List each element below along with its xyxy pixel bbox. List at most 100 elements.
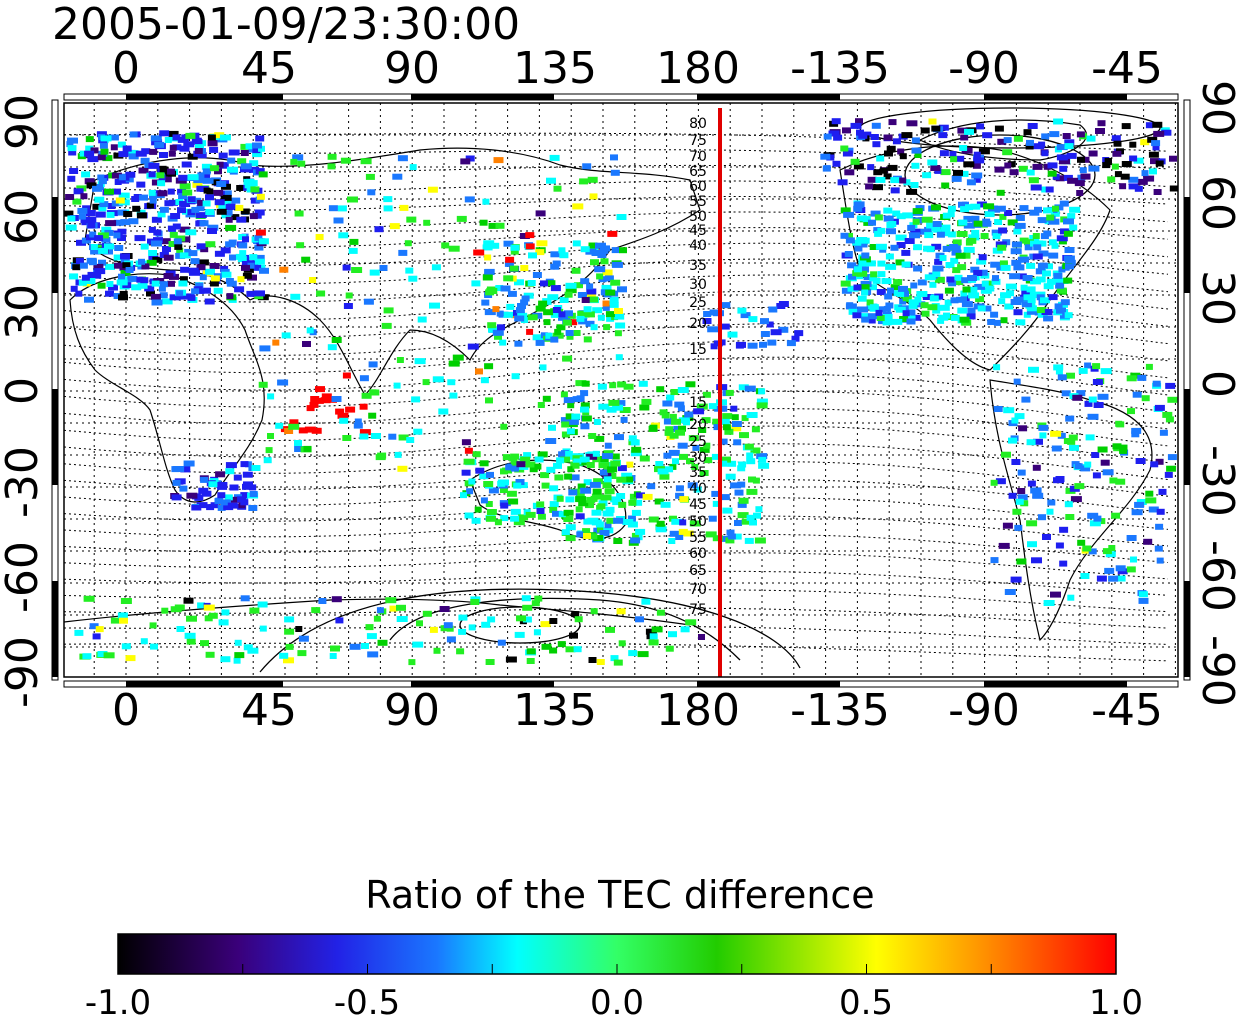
tec-pixel	[870, 210, 881, 217]
tec-pixel	[315, 234, 324, 240]
tec-pixel	[114, 262, 124, 269]
tec-pixel	[385, 597, 397, 604]
tec-pixel	[482, 274, 493, 281]
tec-pixel	[693, 408, 705, 415]
tec-pixel	[866, 299, 874, 306]
tec-pixel	[856, 215, 867, 222]
tec-pixel	[924, 226, 933, 233]
tec-pixel	[373, 615, 381, 622]
tec-pixel	[693, 486, 702, 493]
tec-pixel	[296, 242, 305, 249]
tec-pixel	[209, 280, 219, 287]
tec-pixel	[303, 445, 312, 452]
tec-pixel	[1153, 130, 1165, 137]
tec-pixel	[1064, 501, 1073, 508]
tec-pixel	[1097, 120, 1106, 127]
tec-pixel	[320, 397, 331, 404]
tec-pixel	[860, 266, 869, 273]
tec-pixel	[167, 280, 175, 287]
tec-pixel	[613, 538, 623, 544]
tec-pixel	[734, 489, 744, 496]
tec-pixel	[254, 234, 263, 241]
tec-pixel	[947, 231, 956, 238]
tec-pixel	[1004, 210, 1013, 216]
tec-pixel	[976, 201, 987, 208]
tec-pixel	[446, 625, 454, 632]
tec-pixel	[249, 160, 259, 167]
tec-pixel	[1080, 173, 1091, 180]
tec-pixel	[337, 412, 349, 419]
tec-pixel	[973, 157, 985, 164]
tec-pixel	[285, 643, 294, 650]
tec-pixel	[967, 275, 977, 281]
tec-pixel	[103, 652, 115, 659]
tec-pixel	[1074, 483, 1085, 490]
tec-pixel	[90, 248, 101, 255]
tec-pixel	[205, 209, 215, 215]
tec-pixel	[1145, 122, 1153, 129]
tec-pixel	[536, 508, 545, 514]
tec-pixel	[1152, 380, 1161, 387]
tec-pixel	[778, 326, 789, 333]
tec-pixel	[881, 278, 892, 285]
tec-pixel	[752, 477, 760, 484]
tec-pixel	[958, 219, 968, 226]
tec-pixel	[233, 474, 242, 481]
tec-pixel	[494, 519, 502, 526]
tec-pixel	[516, 461, 526, 468]
tec-pixel	[1138, 591, 1148, 598]
mlat-contour-26	[64, 570, 1169, 596]
tec-pixel	[94, 235, 104, 242]
tec-pixel	[179, 252, 191, 259]
tec-pixel	[288, 423, 300, 430]
tec-pixel	[1155, 523, 1164, 530]
tec-pixel	[376, 607, 384, 614]
tec-pixel	[84, 178, 95, 185]
tec-pixel	[744, 385, 756, 392]
tec-pixel	[913, 244, 923, 251]
tec-pixel	[871, 122, 881, 129]
tec-pixel	[396, 616, 408, 622]
tec-pixel	[968, 286, 978, 293]
tec-pixel	[1115, 420, 1123, 427]
tec-pixel	[1134, 185, 1143, 192]
tec-pixel	[164, 137, 172, 143]
tec-pixel	[734, 520, 742, 526]
tec-pixel	[982, 220, 992, 227]
tec-pixel	[446, 636, 456, 643]
tec-pixel	[171, 466, 180, 473]
tec-pixel	[259, 345, 271, 352]
tec-pixel	[220, 200, 231, 207]
tec-pixel	[892, 210, 901, 217]
tec-pixel	[231, 214, 240, 221]
tec-pixel	[536, 240, 548, 247]
tec-pixel	[902, 310, 910, 317]
tec-pixel	[136, 276, 144, 283]
tec-pixel	[548, 424, 556, 431]
tec-pixel	[990, 261, 1002, 268]
tec-pixel	[660, 501, 671, 508]
tec-pixel	[149, 148, 158, 155]
tec-pixel	[1056, 307, 1066, 314]
tec-pixel	[368, 412, 377, 419]
tec-pixel	[242, 471, 253, 478]
tec-pixel	[983, 203, 995, 210]
tec-pixel	[636, 492, 645, 499]
tec-pixel	[840, 232, 849, 239]
tec-pixel	[616, 493, 626, 499]
tec-pixel	[78, 213, 86, 220]
tec-pixel	[990, 557, 999, 564]
tec-pixel	[539, 364, 547, 371]
tec-pixel	[890, 284, 900, 291]
tec-pixel	[118, 294, 128, 301]
tec-pixel	[908, 302, 918, 309]
tec-pixel	[661, 412, 670, 419]
tec-pixel	[1127, 408, 1135, 415]
tec-pixel	[1156, 508, 1165, 515]
tec-pixel	[942, 212, 951, 219]
tec-pixel	[618, 501, 627, 508]
tec-pixel	[535, 339, 545, 346]
tec-pixel	[739, 432, 749, 439]
tec-pixel	[1014, 413, 1025, 420]
tec-pixel	[369, 389, 377, 396]
